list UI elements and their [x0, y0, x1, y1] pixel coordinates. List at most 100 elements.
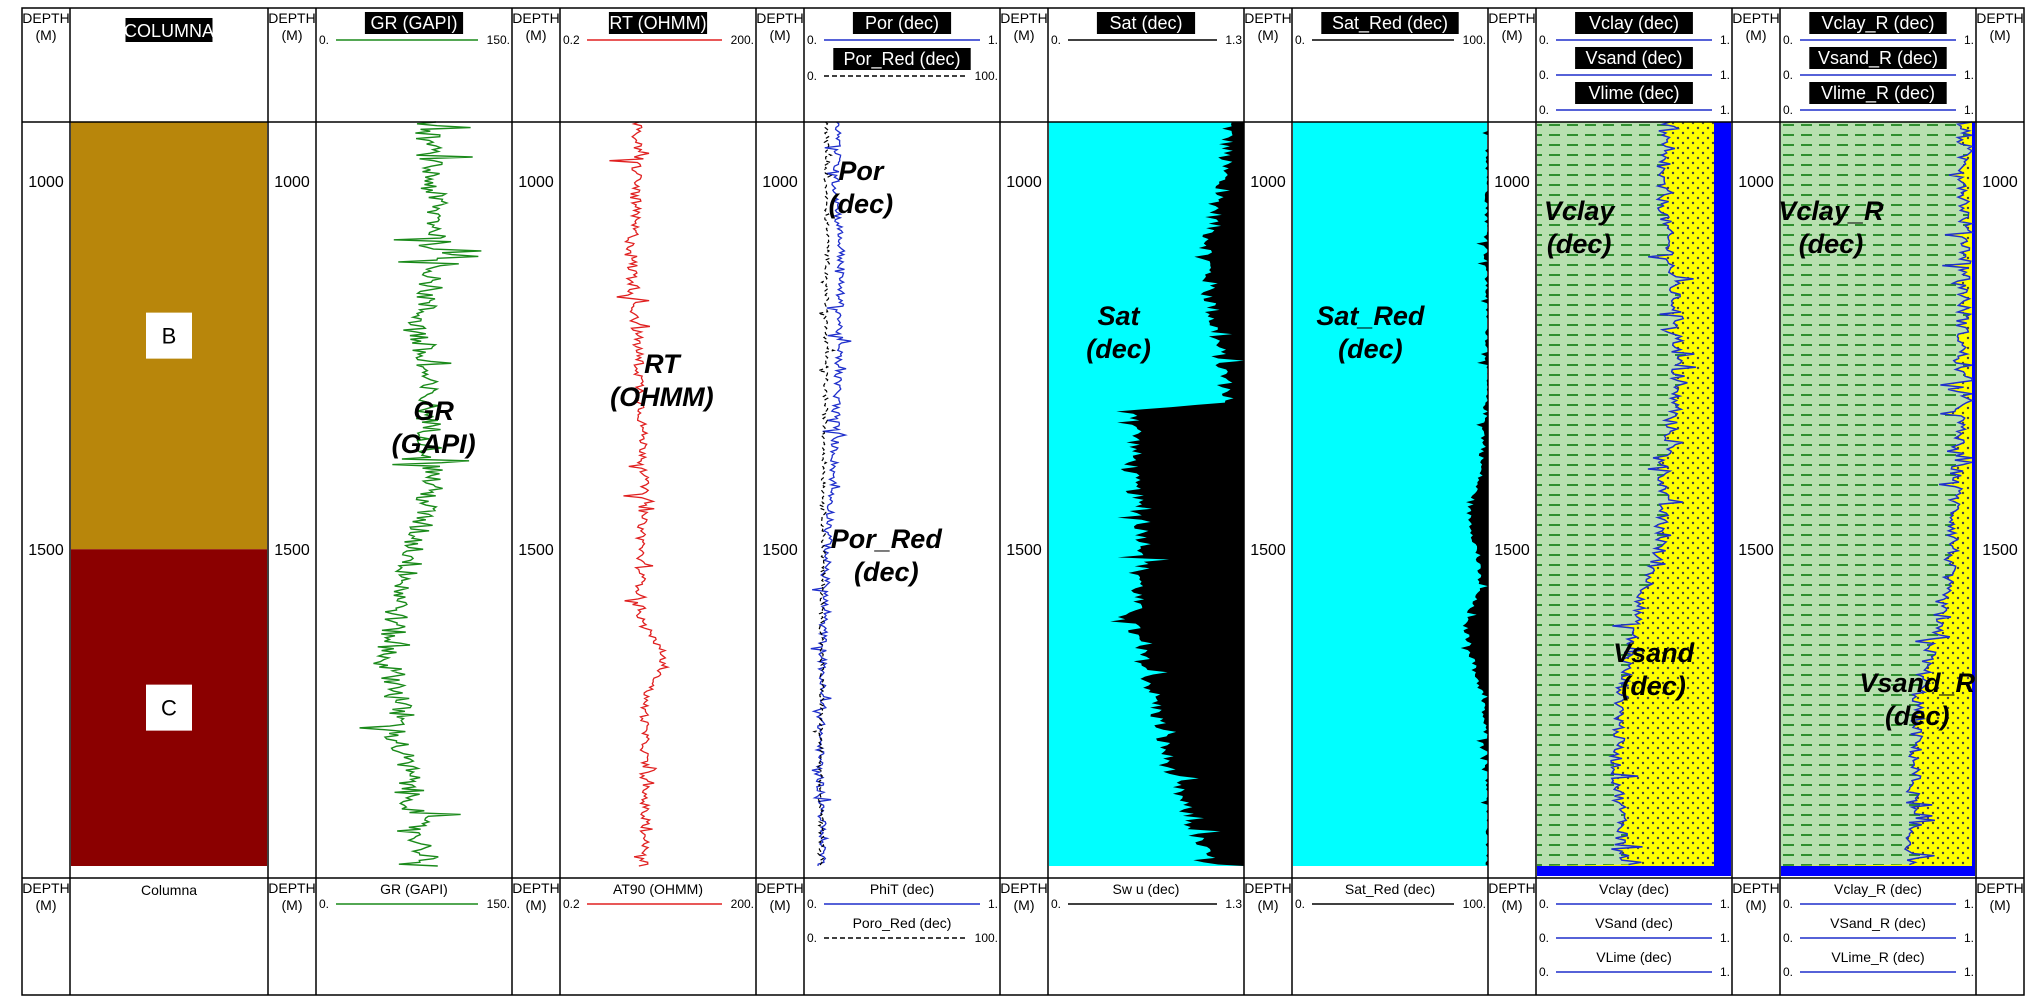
- depth-footer-label: DEPTH: [1488, 880, 1535, 896]
- depth-header-label: DEPTH: [1000, 10, 1047, 26]
- rt-header-max-0: 200.: [731, 33, 754, 47]
- gr-footer-name-0: GR (GAPI): [380, 881, 448, 897]
- gr-overlay-unit: (GAPI): [392, 429, 476, 459]
- vclayr-overlay2-name: Vsand_R: [1859, 668, 1975, 698]
- depth-footer-unit: (M): [1990, 897, 2011, 913]
- gr-header-min-0: 0.: [319, 33, 329, 47]
- por-header-min-0: 0.: [807, 33, 817, 47]
- depth-tick-1000: 1000: [518, 174, 554, 191]
- vclayr-curve: [1903, 121, 1975, 866]
- gr-footer-min-0: 0.: [319, 897, 329, 911]
- vclayr-header-max-2: 1.: [1964, 103, 1974, 117]
- vclay-curve: [1608, 121, 1696, 866]
- satred-footer-min-0: 0.: [1295, 897, 1305, 911]
- depth-header-label: DEPTH: [1976, 10, 2023, 26]
- por-header-max-1: 100.: [975, 69, 998, 83]
- por-footer-max-1: 100.: [975, 931, 998, 945]
- depth-tick-1500: 1500: [274, 542, 310, 559]
- sat-overlay-name: Sat: [1098, 301, 1141, 331]
- vclay-header-max-0: 1.: [1720, 33, 1730, 47]
- depth-footer-unit: (M): [770, 897, 791, 913]
- vclay-header-min-0: 0.: [1539, 33, 1549, 47]
- vclay-header-box-0: [1575, 12, 1693, 34]
- rt-curve: [609, 121, 671, 867]
- depth-footer-label: DEPTH: [756, 880, 803, 896]
- vclayr-overlay-unit: (dec): [1799, 229, 1864, 259]
- columna-footer: Columna: [141, 882, 197, 898]
- satred-footer-name-0: Sat_Red (dec): [1345, 881, 1435, 897]
- vclayr-footer-min-1: 0.: [1783, 931, 1793, 945]
- zone-c-label: C: [161, 696, 177, 721]
- outer-frame: [21, 7, 2025, 996]
- satred-header-max-0: 100.: [1463, 33, 1486, 47]
- depth-footer-label: DEPTH: [268, 880, 315, 896]
- depth-footer-unit: (M): [526, 897, 547, 913]
- vclay-footer-max-1: 1.: [1720, 931, 1730, 945]
- por-header-box-0: [852, 12, 952, 34]
- depth-footer-label: DEPTH: [22, 880, 69, 896]
- depth-unit-label: (M): [1258, 27, 1279, 43]
- por-header-max-0: 1.: [988, 33, 998, 47]
- depth-footer-label: DEPTH: [1244, 880, 1291, 896]
- vclayr-footer-min-2: 0.: [1783, 965, 1793, 979]
- sat-footer-name-0: Sw u (dec): [1113, 881, 1180, 897]
- sat-curve: [1110, 122, 1244, 866]
- depth-footer-label: DEPTH: [1000, 880, 1047, 896]
- depth-header-label: DEPTH: [1244, 10, 1291, 26]
- depth-unit-label: (M): [282, 27, 303, 43]
- vclay-header-min-2: 0.: [1539, 103, 1549, 117]
- zone-b-label: B: [162, 324, 177, 349]
- gr-footer-max-0: 150.: [487, 897, 510, 911]
- vclay-header-max-1: 1.: [1720, 68, 1730, 82]
- vclay-footer-min-1: 0.: [1539, 931, 1549, 945]
- depth-footer-unit: (M): [282, 897, 303, 913]
- depth-footer-unit: (M): [1502, 897, 1523, 913]
- sat-header-name-0: Sat (dec): [1109, 13, 1182, 33]
- por-header-box-1: [833, 48, 971, 70]
- rt-header-box-0: [608, 12, 708, 34]
- satred-header-min-0: 0.: [1295, 33, 1305, 47]
- vclay-header-name-0: Vclay (dec): [1589, 13, 1679, 33]
- depth-unit-label: (M): [526, 27, 547, 43]
- gr-header-box-0: [364, 12, 464, 34]
- vclayr-header-name-0: Vclay_R (dec): [1821, 13, 1934, 34]
- vclayr-footer-max-0: 1.: [1964, 897, 1974, 911]
- depth-header-label: DEPTH: [1732, 10, 1779, 26]
- satred-header-box-0: [1321, 12, 1459, 34]
- vclay-header-max-2: 1.: [1720, 103, 1730, 117]
- depth-unit-label: (M): [36, 27, 57, 43]
- depth-unit-label: (M): [770, 27, 791, 43]
- depth-tick-1000: 1000: [1494, 174, 1530, 191]
- depth-tick-1500: 1500: [1006, 542, 1042, 559]
- depth-tick-1500: 1500: [1494, 542, 1530, 559]
- depth-footer-label: DEPTH: [512, 880, 559, 896]
- vclay-header-name-1: Vsand (dec): [1585, 48, 1682, 68]
- vclay-overlay-unit: (dec): [1547, 229, 1612, 259]
- vclayr-header-min-0: 0.: [1783, 33, 1793, 47]
- sat-header-max-0: 1.3: [1225, 33, 1242, 47]
- satred-overlay-name: Sat_Red: [1316, 301, 1425, 331]
- vclayr-footer-min-0: 0.: [1783, 897, 1793, 911]
- por-red-curve: [812, 121, 837, 867]
- por-footer-max-0: 1.: [988, 897, 998, 911]
- satred-curve: [1460, 122, 1488, 866]
- vclayr-header-name-1: Vsand_R (dec): [1818, 48, 1938, 69]
- rt-header-name-0: RT (OHMM): [609, 13, 706, 33]
- vclayr-base-fill: [1781, 866, 1975, 876]
- vclay-footer-name-0: Vclay (dec): [1599, 881, 1669, 897]
- vclayr-overlay2-unit: (dec): [1885, 701, 1950, 731]
- depth-tick-1500: 1500: [1738, 542, 1774, 559]
- zone-c-box: [146, 684, 192, 731]
- depth-header-label: DEPTH: [756, 10, 803, 26]
- satred-cyan-fill: [1293, 122, 1487, 866]
- gr-curve: [359, 121, 482, 867]
- vclay-clay-fill: [1537, 122, 1696, 866]
- vclay-overlay2-name: Vsand: [1613, 638, 1695, 668]
- depth-unit-label: (M): [1746, 27, 1767, 43]
- zone-b-box: [146, 312, 192, 359]
- depth-header-label: DEPTH: [512, 10, 559, 26]
- depth-header-label: DEPTH: [22, 10, 69, 26]
- vclay-overlay-name: Vclay: [1544, 196, 1617, 226]
- por-footer-name-1: Poro_Red (dec): [853, 915, 952, 931]
